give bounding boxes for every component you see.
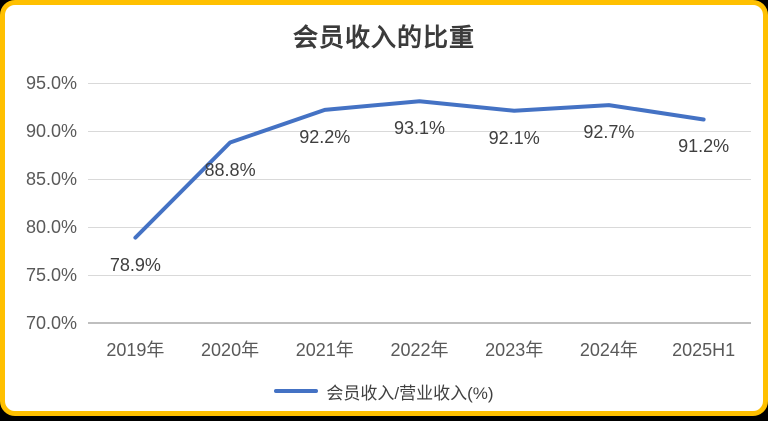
y-axis-tick-label: 95.0% [25, 73, 77, 93]
x-axis-tick-label: 2023年 [485, 340, 544, 360]
legend: 会员收入/营业收入(%) [5, 379, 763, 403]
data-point-label: 92.2% [299, 126, 351, 147]
data-point-label: 91.2% [678, 136, 730, 157]
y-axis-tick-label: 75.0% [25, 265, 77, 285]
y-axis-tick-label: 80.0% [25, 217, 77, 237]
y-axis-tick-label: 85.0% [25, 169, 77, 189]
x-axis-tick-label: 2021年 [295, 340, 354, 360]
y-axis-tick-label: 90.0% [25, 121, 77, 141]
x-axis-line [88, 322, 751, 324]
data-point-label: 78.9% [109, 254, 161, 275]
data-point-label: 93.1% [393, 118, 446, 139]
gridline [88, 82, 751, 84]
x-axis-tick-label: 2019年 [106, 340, 165, 360]
legend-line-swatch [274, 389, 319, 393]
x-axis-tick-label: 2022年 [390, 340, 449, 360]
data-point-label: 92.7% [583, 122, 635, 143]
data-point-label: 92.1% [488, 127, 540, 148]
data-point-label: 88.8% [204, 159, 256, 180]
gridline [88, 274, 751, 276]
x-axis-tick-label: 2020年 [201, 340, 260, 360]
gridline [88, 226, 751, 228]
chart-title: 会员收入的比重 [292, 24, 475, 52]
x-axis-tick-label: 2024年 [579, 340, 638, 360]
y-axis-tick-label: 70.0% [25, 313, 77, 333]
x-axis-tick-label: 2025H1 [672, 340, 736, 360]
legend-label: 会员收入/营业收入(%) [326, 383, 494, 403]
